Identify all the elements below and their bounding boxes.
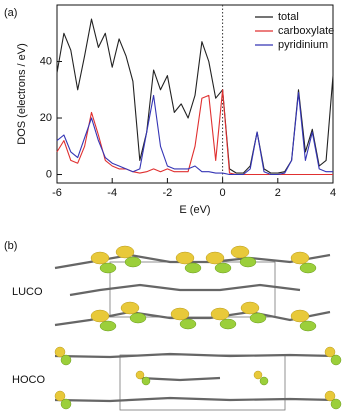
structure-label: HOCO: [12, 374, 45, 386]
panel-label: (a): [4, 7, 17, 19]
x-tick-label: -2: [163, 187, 173, 199]
x-tick-label: 0: [220, 187, 226, 199]
orbital-lobes: [60, 354, 342, 410]
y-tick-label: 0: [46, 168, 52, 180]
x-tick-label: -6: [52, 187, 62, 199]
x-axis-label: E (eV): [179, 204, 210, 216]
y-tick-label: 40: [40, 55, 52, 67]
x-tick-label: 4: [330, 187, 336, 199]
x-tick-label: 2: [275, 187, 281, 199]
legend-label: carboxylate: [278, 25, 334, 37]
molecule: [54, 352, 336, 359]
plot-frame: [56, 4, 334, 184]
orbital-lobes: [99, 256, 317, 332]
legend-label: pyridinium: [278, 39, 328, 51]
hoco-structure: [54, 346, 342, 411]
series-line: [56, 92, 333, 176]
orbital-lobes: [90, 245, 310, 323]
molecule: [69, 283, 301, 297]
series-line: [56, 89, 333, 176]
orbital-lobes: [54, 346, 336, 402]
luco-structure: [54, 245, 331, 332]
y-tick-label: 20: [40, 112, 52, 124]
y-axis-label: DOS (electrons / eV): [16, 43, 28, 144]
molecule: [139, 376, 221, 382]
legend-label: total: [278, 11, 299, 23]
x-tick-label: -4: [107, 187, 117, 199]
structure-label: LUCO: [12, 286, 43, 298]
molecule: [54, 396, 336, 403]
panel-label: (b): [4, 240, 17, 252]
